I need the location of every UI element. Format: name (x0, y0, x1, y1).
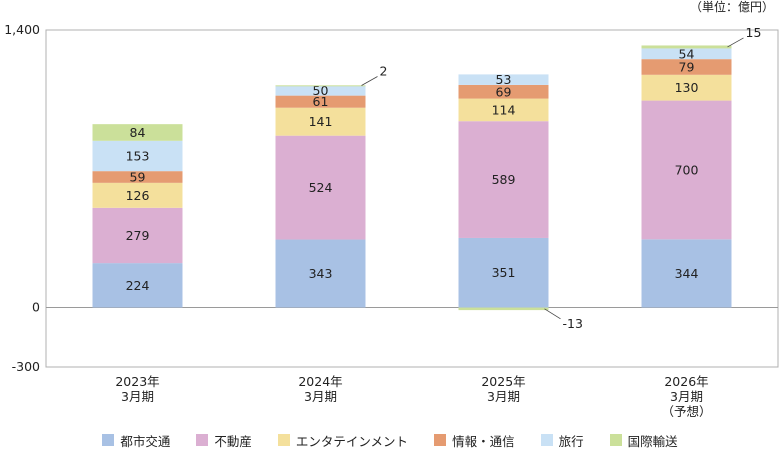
data-label: 224 (126, 278, 150, 293)
legend-swatch (277, 434, 290, 446)
data-label: 2 (380, 64, 388, 79)
legend-label: エンタテインメント (295, 433, 409, 449)
bar-segment (458, 84, 549, 99)
x-category-label: 3月期 (670, 389, 703, 404)
bar-segment (92, 207, 183, 264)
data-label: 69 (496, 84, 512, 99)
data-label: 524 (309, 180, 333, 195)
legend-swatch (609, 434, 622, 446)
data-label: 343 (309, 266, 333, 281)
x-category-label: 2023年 (115, 374, 159, 389)
bar-segment (458, 307, 549, 311)
x-category-label: 3月期 (121, 389, 154, 404)
legend-item: 不動産 (196, 431, 252, 450)
data-label: -13 (563, 316, 583, 331)
bar-segment (92, 263, 183, 308)
callout-line (727, 37, 744, 48)
legend-item: 都市交通 (102, 431, 170, 450)
legend-label: 不動産 (214, 433, 252, 449)
bar-segment (92, 140, 183, 172)
legend-label: 国際輸送 (627, 433, 678, 449)
legend-item: 国際輸送 (609, 431, 678, 450)
bar-segment (275, 85, 366, 87)
bar-segment (641, 48, 732, 60)
bar-segment (458, 237, 549, 308)
x-category-label: 3月期 (304, 389, 337, 404)
bar-segment (275, 85, 366, 96)
bar-segment (641, 74, 732, 101)
legend-swatch (102, 434, 115, 446)
x-category-label: 3月期 (487, 389, 520, 404)
data-label: 351 (492, 265, 516, 280)
data-label: 79 (679, 59, 695, 74)
legend: 都市交通 不動産 エンタテインメント 情報・通信 旅行 国際輸送 (0, 430, 780, 450)
bar-segment (641, 59, 732, 75)
plot-frame (45, 29, 779, 368)
bar-segment (641, 45, 732, 49)
data-label: 153 (126, 148, 150, 163)
callout-line (361, 76, 378, 86)
bar-segment (641, 239, 732, 308)
bar-segment (458, 98, 549, 122)
legend-label: 都市交通 (120, 433, 171, 449)
data-label: 141 (309, 114, 333, 129)
data-label: 130 (675, 80, 699, 95)
x-category-label: 2024年 (298, 374, 342, 389)
bar-segment (275, 239, 366, 308)
x-category-label: （予想） (661, 404, 711, 419)
data-label: 15 (746, 25, 762, 40)
bar-segment (275, 107, 366, 136)
data-label: 54 (679, 46, 695, 61)
x-category-label: 2025年 (481, 374, 525, 389)
bar-segment (275, 95, 366, 108)
legend-label: 旅行 (558, 433, 584, 449)
data-label: 344 (675, 266, 699, 281)
bar-segment (92, 182, 183, 208)
legend-item: エンタテインメント (277, 431, 409, 450)
legend-label: 情報・通信 (452, 433, 515, 449)
data-label: 589 (492, 172, 516, 187)
y-tick-label: -300 (12, 359, 40, 374)
data-label: 61 (313, 94, 329, 109)
legend-item: 情報・通信 (434, 431, 515, 450)
bar-segment (641, 100, 732, 240)
data-label: 114 (492, 102, 516, 117)
legend-item: 旅行 (540, 431, 584, 450)
bar-segment (458, 121, 549, 238)
legend-swatch (540, 434, 553, 446)
legend-swatch (434, 434, 447, 446)
bar-segment (92, 124, 183, 141)
data-label: 84 (130, 125, 146, 140)
y-tick-label: 0 (32, 300, 40, 315)
callout-line (544, 308, 561, 320)
bar-segment (458, 74, 549, 85)
data-label: 700 (675, 162, 699, 177)
y-tick-label: 1,400 (4, 22, 40, 37)
data-label: 59 (130, 169, 146, 184)
legend-swatch (196, 434, 209, 446)
bar-segment (92, 171, 183, 183)
data-label: 126 (126, 188, 150, 203)
data-label: 50 (313, 83, 329, 98)
x-category-label: 2026年 (664, 374, 708, 389)
stacked-bar-chart: 1,4000-30022427912659153842023年3月期343524… (4, 22, 779, 419)
data-label: 279 (126, 228, 150, 243)
unit-label: （単位：億円） (689, 0, 774, 14)
bar-segment (275, 135, 366, 240)
data-label: 53 (496, 72, 512, 87)
